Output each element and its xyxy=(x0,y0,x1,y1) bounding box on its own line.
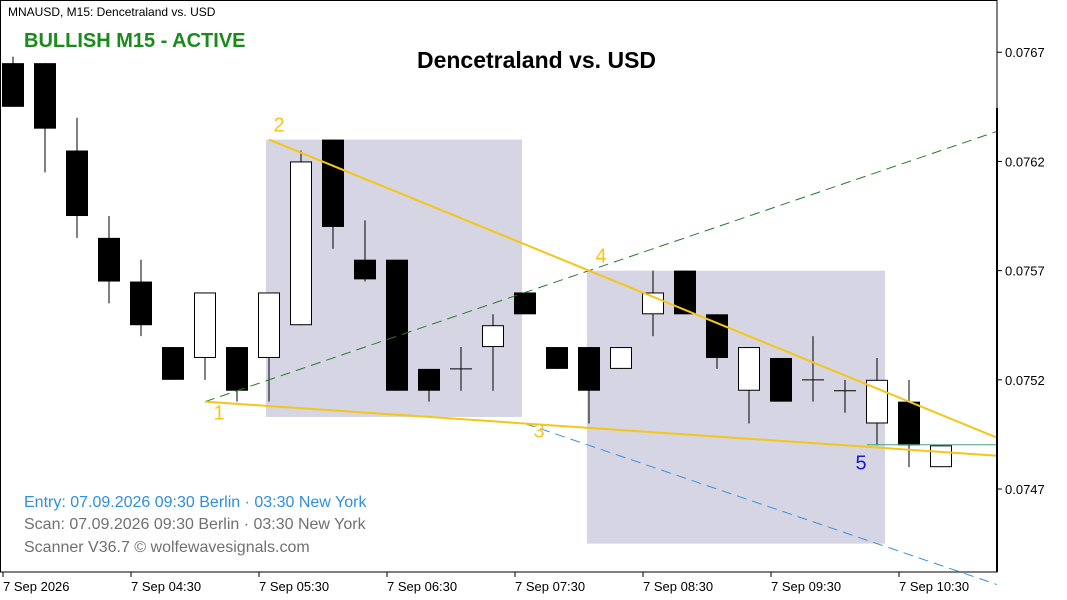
candle xyxy=(322,139,344,249)
candle-body xyxy=(610,347,632,369)
scanner-credit: Scanner V36.7 © wolfewavesignals.com xyxy=(24,539,310,556)
chart-title: Dencetraland vs. USD xyxy=(416,47,657,73)
candle-body xyxy=(290,161,312,326)
candle xyxy=(834,379,856,413)
window-title: MNAUSD, M15: Dencetraland vs. USD xyxy=(8,5,216,19)
candle xyxy=(66,117,88,238)
candle xyxy=(930,445,952,468)
candle-body xyxy=(322,139,344,227)
candle-body xyxy=(258,292,280,358)
candle-body xyxy=(354,259,376,280)
x-tick-label: 7 Sep 06:30 xyxy=(387,579,457,594)
wave-line-2-4 xyxy=(268,138,998,439)
scan-info: Scan: 07.09.2026 09:30 Berlin · 03:30 Ne… xyxy=(24,516,366,533)
x-tick-label: 7 Sep 05:30 xyxy=(259,579,329,594)
candle xyxy=(674,270,696,315)
candle xyxy=(898,379,920,468)
candle-body xyxy=(898,401,920,446)
candle-body xyxy=(2,63,24,107)
candle-body xyxy=(866,379,888,424)
candle-body xyxy=(418,368,440,391)
candle xyxy=(194,292,216,380)
wave-line-1-3 xyxy=(204,400,998,457)
candle-body xyxy=(34,63,56,129)
candle-body xyxy=(98,237,120,282)
candle xyxy=(578,347,600,424)
candle xyxy=(130,259,152,337)
projection-box-2 xyxy=(587,270,885,544)
signal-status: BULLISH M15 - ACTIVE xyxy=(24,30,246,52)
candle-body xyxy=(482,325,504,348)
wave-label-3: 3 xyxy=(533,420,544,442)
candle-body xyxy=(578,347,600,391)
y-tick-label: 0.0752 xyxy=(1005,373,1045,388)
x-tick-label: 7 Sep 07:30 xyxy=(515,579,585,594)
y-tick-label: 0.0762 xyxy=(1005,154,1045,169)
candle xyxy=(514,292,536,315)
candle xyxy=(258,292,280,402)
entry-info: Entry: 07.09.2026 09:30 Berlin · 03:30 N… xyxy=(24,494,367,511)
wave-label-1: 1 xyxy=(213,403,224,425)
y-tick-label: 0.0747 xyxy=(1005,482,1045,497)
x-tick-label: 7 Sep 08:30 xyxy=(643,579,713,594)
candle xyxy=(610,347,632,369)
y-tick-label: 0.0767 xyxy=(1005,45,1045,60)
candle xyxy=(738,347,760,424)
x-tick-label: 7 Sep 2026 xyxy=(3,579,70,594)
candle-body xyxy=(930,445,952,468)
wave-label-4: 4 xyxy=(595,246,606,268)
candle-body xyxy=(546,347,568,369)
x-tick-label: 7 Sep 09:30 xyxy=(771,579,841,594)
candle xyxy=(2,56,24,107)
candle-body xyxy=(226,347,248,391)
candle xyxy=(418,368,440,402)
wave-label-2: 2 xyxy=(273,115,284,137)
stop-line-3-5 xyxy=(524,423,998,586)
candle-body xyxy=(514,292,536,315)
candle xyxy=(802,336,824,402)
candle-body xyxy=(738,347,760,391)
candle xyxy=(482,314,504,391)
candle-body xyxy=(706,314,728,358)
candle xyxy=(770,357,792,402)
wave-label-5: 5 xyxy=(855,453,866,475)
candle-body xyxy=(66,150,88,217)
candle-body xyxy=(194,292,216,358)
candle xyxy=(354,220,376,282)
candle xyxy=(34,63,56,173)
candle xyxy=(450,347,472,391)
candle xyxy=(162,347,184,380)
target-line-1-4 xyxy=(204,130,998,403)
candle-body xyxy=(770,357,792,402)
candle xyxy=(546,347,568,369)
candle xyxy=(98,216,120,304)
candle-body xyxy=(386,259,408,391)
y-tick-label: 0.0757 xyxy=(1005,264,1045,279)
x-tick-label: 7 Sep 04:30 xyxy=(131,579,201,594)
candle xyxy=(386,259,408,391)
candle xyxy=(290,150,312,326)
candle-body xyxy=(674,270,696,315)
candle-body xyxy=(162,347,184,380)
candle-body xyxy=(130,281,152,326)
x-tick-label: 7 Sep 10:30 xyxy=(899,579,969,594)
